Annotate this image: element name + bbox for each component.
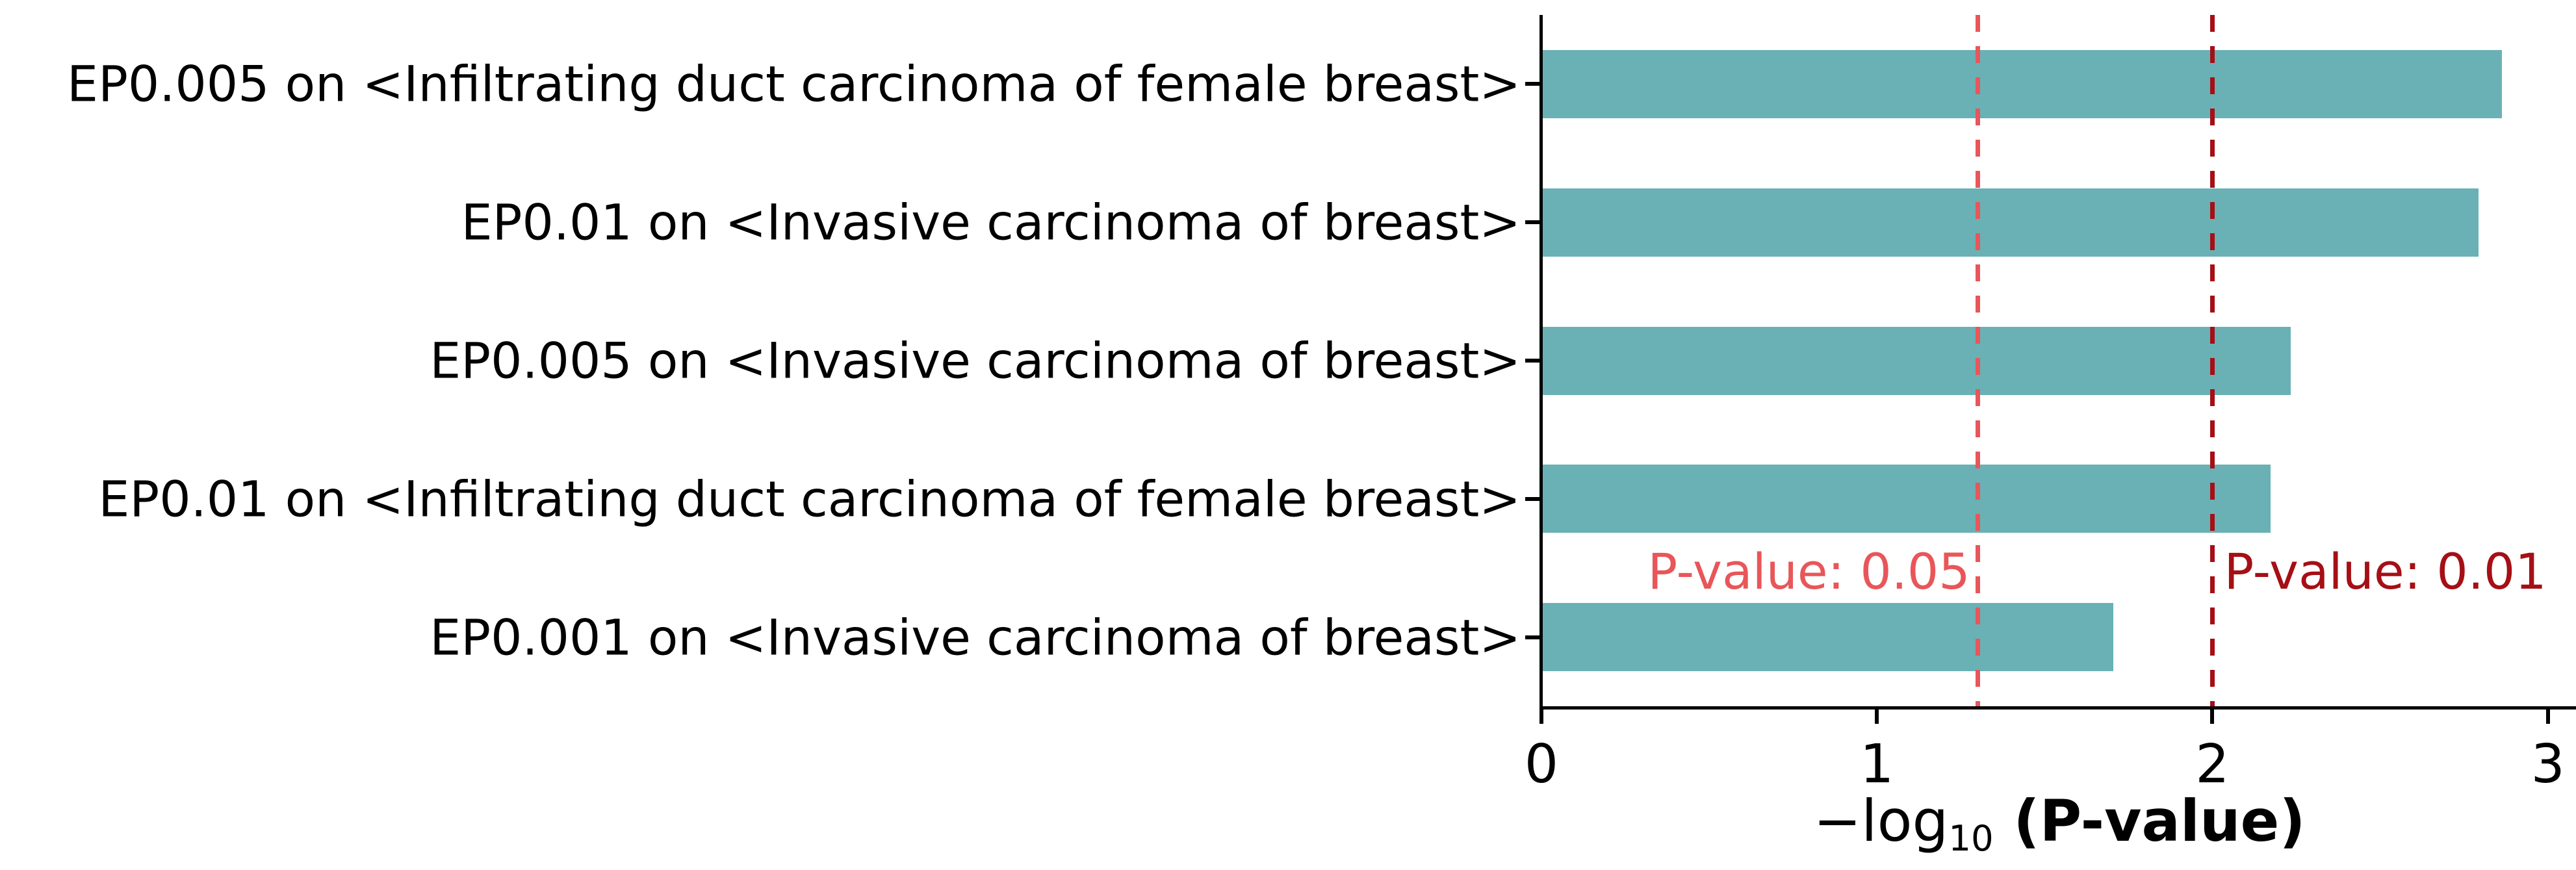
reference-line-p001 (2209, 15, 2215, 706)
y-tick-mark (1525, 635, 1539, 639)
x-tick-label: 0 (1524, 734, 1559, 795)
y-tick-mark (1525, 496, 1539, 501)
x-tick-mark (2210, 710, 2215, 724)
reference-line-p005 (1976, 15, 1981, 706)
category-label: EP0.001 on <Invasive carcinoma of breast… (430, 608, 1521, 667)
x-tick-mark (1539, 710, 1543, 724)
category-label: EP0.01 on <Infiltrating duct carcinoma o… (98, 470, 1521, 528)
x-axis-title-suffix: (P-value) (1993, 787, 2306, 854)
y-axis-spine (1539, 15, 1543, 710)
bar (1543, 326, 2291, 395)
y-tick-mark (1525, 82, 1539, 86)
x-axis-title-prefix: −log (1813, 787, 1949, 854)
x-tick-label: 2 (2195, 734, 2230, 795)
x-tick-mark (1875, 710, 1879, 724)
bar (1543, 603, 2113, 672)
bar (1543, 49, 2503, 118)
x-axis-title: −log10 (P-value) (1813, 787, 2306, 859)
reference-line-label-p005: P-value: 0.05 (1647, 543, 1970, 600)
category-label: EP0.005 on <Infiltrating duct carcinoma … (67, 55, 1521, 113)
x-axis-title-subscript: 10 (1948, 817, 1994, 860)
category-label: EP0.01 on <Invasive carcinoma of breast> (461, 193, 1521, 251)
x-tick-label: 3 (2531, 734, 2565, 795)
plot-area (1543, 15, 2576, 706)
bar (1543, 465, 2271, 533)
y-tick-mark (1525, 359, 1539, 363)
y-tick-mark (1525, 220, 1539, 225)
x-tick-label: 1 (1860, 734, 1894, 795)
x-tick-mark (2545, 710, 2550, 724)
category-label: EP0.005 on <Invasive carcinoma of breast… (430, 331, 1521, 390)
bar (1543, 188, 2479, 257)
x-axis-spine (1539, 706, 2576, 710)
reference-line-label-p001: P-value: 0.01 (2224, 543, 2547, 600)
